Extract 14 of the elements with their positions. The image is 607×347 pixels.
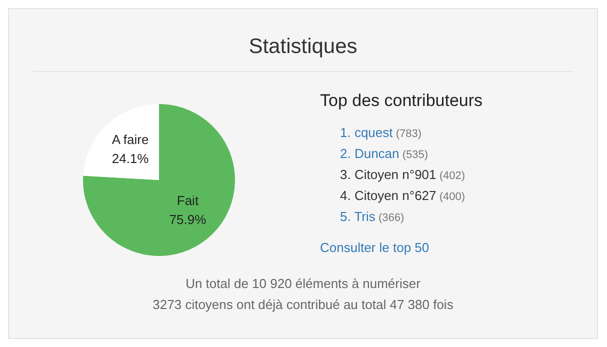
slice-label: A faire	[112, 132, 149, 148]
data-label: 75.9%	[169, 212, 207, 227]
text: 3. Citoyen n°901 (402)	[340, 167, 466, 182]
text: 1. cquest (783)	[340, 125, 422, 140]
slice-label: Fait	[176, 192, 199, 208]
data-label: 24.1%	[112, 151, 150, 166]
text: 2. Duncan (535)	[340, 146, 428, 161]
text: 3273 citoyens ont déjà contribué au total 47 380 fois	[152, 296, 454, 314]
text: 4. Citoyen n°627 (400)	[340, 188, 466, 203]
text: Consulter le top 50	[320, 240, 430, 255]
text: Statistiques	[248, 35, 358, 59]
text: Top des contributeurs	[320, 91, 483, 111]
text: Un total de 10 920 éléments à numériser	[184, 275, 422, 293]
text: 5. Tris (366)	[340, 209, 404, 224]
